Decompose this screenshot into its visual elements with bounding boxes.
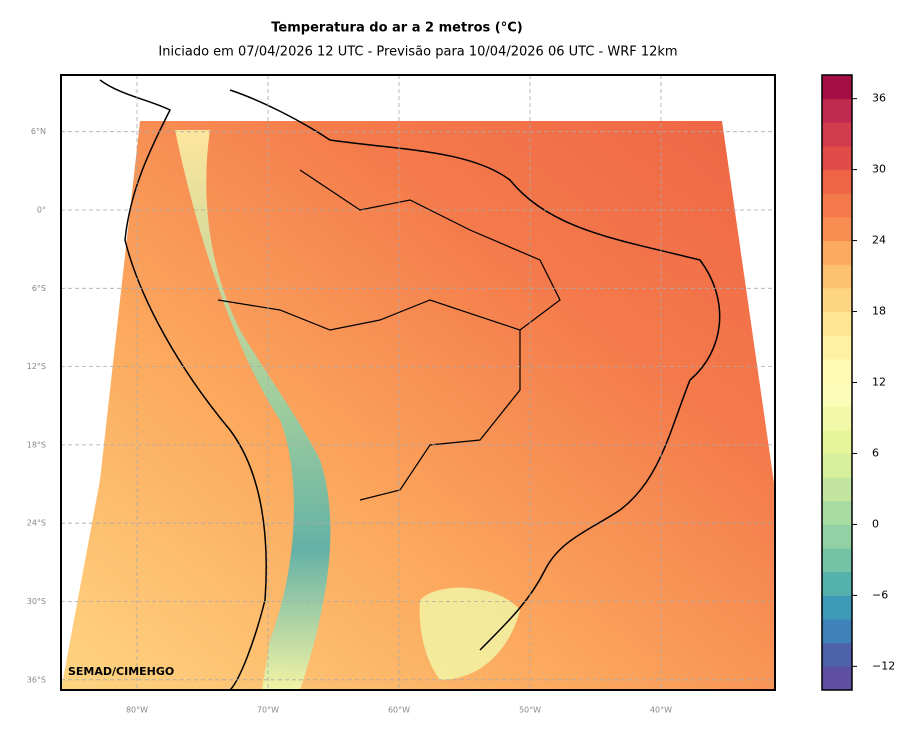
colorbar-band (822, 335, 852, 360)
colorbar-frame (821, 74, 853, 691)
lat-label: 12°S (27, 362, 46, 371)
lat-label: 6°N (31, 127, 46, 136)
colorbar-band (822, 406, 852, 431)
lat-label: 36°S (27, 675, 46, 684)
colorbar-band (822, 571, 852, 596)
colorbar-label: 36 (872, 92, 886, 105)
lon-label: 50°W (519, 706, 541, 715)
colorbar-band (822, 548, 852, 573)
andes-cold-region (175, 130, 331, 690)
colorbar-label: −6 (872, 588, 888, 601)
colorbar-band (822, 642, 852, 667)
credit: SEMAD/CIMEHGO (68, 665, 174, 678)
colorbar-band (822, 264, 852, 289)
colorbar-band (822, 240, 852, 265)
map-area (61, 79, 775, 690)
lat-label: 0° (37, 206, 46, 215)
colorbar-band (822, 429, 852, 454)
colorbar-band (822, 595, 852, 620)
title: Temperatura do ar a 2 metros (°C) (271, 21, 522, 36)
lon-label: 60°W (388, 706, 410, 715)
colorbar-label: 24 (872, 234, 886, 247)
subtitle: Iniciado em 07/04/2026 12 UTC - Previsão… (158, 45, 677, 60)
colorbar-band (822, 500, 852, 525)
lon-label: 80°W (126, 706, 148, 715)
lat-label: 24°S (27, 519, 46, 528)
colorbar-band (822, 524, 852, 549)
coastline (99, 79, 721, 690)
colorbar-band (822, 193, 852, 218)
colorbar-label: 0 (872, 517, 879, 530)
colorbar-band (822, 358, 852, 383)
colorbar-band (822, 382, 852, 407)
colorbar-band (822, 98, 852, 123)
colorbar-band (822, 169, 852, 194)
lat-label: 6°S (32, 284, 46, 293)
colorbar-band (822, 122, 852, 147)
colorbar-band (822, 666, 852, 691)
colorbar-band (822, 311, 852, 336)
colorbar-band (822, 287, 852, 313)
colorbar-band (822, 216, 852, 242)
colorbar-label: 12 (872, 376, 886, 389)
colorbar-label: −12 (872, 659, 895, 672)
colorbar: 36 30 24 18 12 6 0 −6 −12 (822, 75, 895, 691)
colorbar-label: 6 (872, 446, 879, 459)
colorbar-band (822, 453, 852, 478)
borders (217, 169, 561, 501)
temperature-field (61, 121, 775, 690)
lat-label: 30°S (27, 597, 46, 606)
colorbar-band (822, 145, 852, 171)
colorbar-band (822, 619, 852, 644)
graticule: 6°N 0° 6°S 12°S 18°S 24°S 30°S 36°S 80°W 70°W 60°W… (27, 75, 775, 715)
south-cool-region (419, 587, 520, 680)
colorbar-label: 18 (872, 305, 886, 318)
lat-label: 18°S (27, 440, 46, 449)
colorbar-label: 30 (872, 163, 886, 176)
colorbar-band (822, 477, 852, 502)
lon-label: 40°W (650, 706, 672, 715)
colorbar-band (822, 75, 852, 100)
map-frame (60, 74, 776, 691)
lon-label: 70°W (257, 706, 279, 715)
